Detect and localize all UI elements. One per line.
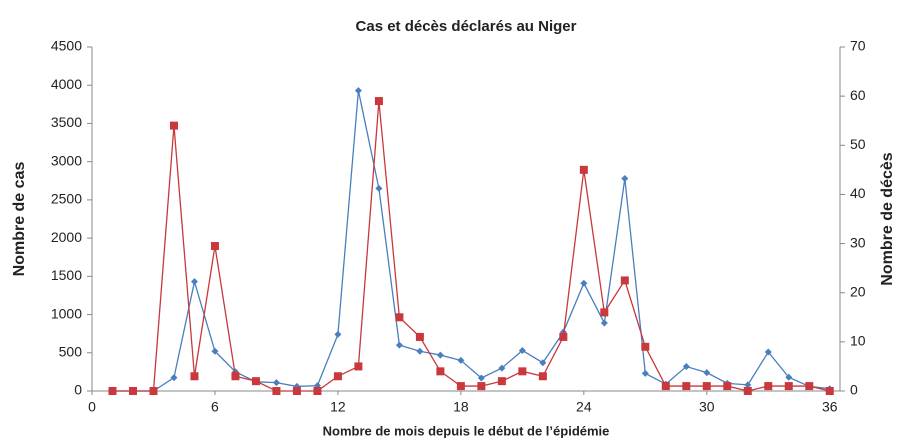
y2-tick-label: 60 bbox=[850, 87, 866, 103]
marker bbox=[457, 356, 465, 364]
marker bbox=[108, 387, 117, 395]
marker bbox=[231, 372, 240, 381]
marker bbox=[682, 363, 690, 371]
marker bbox=[682, 382, 691, 391]
x-tick-label: 12 bbox=[330, 399, 346, 415]
marker bbox=[744, 381, 752, 389]
marker bbox=[170, 374, 178, 382]
marker bbox=[190, 278, 198, 286]
marker bbox=[559, 332, 568, 341]
y-tick-label: 3500 bbox=[51, 114, 82, 130]
marker bbox=[149, 387, 158, 395]
y-axis-label: Nombre de cas bbox=[11, 162, 28, 277]
marker bbox=[600, 308, 609, 317]
y2-tick-label: 0 bbox=[850, 382, 858, 398]
marker bbox=[436, 351, 444, 359]
marker bbox=[539, 359, 547, 367]
marker bbox=[805, 382, 814, 391]
y2-axis-label: Nombre de décès bbox=[879, 152, 896, 285]
marker bbox=[723, 382, 732, 391]
y2-tick-label: 50 bbox=[850, 136, 866, 152]
series-line bbox=[112, 100, 830, 392]
marker bbox=[620, 276, 629, 285]
marker bbox=[272, 379, 280, 387]
x-axis-label: Nombre de mois depuis le début de l’épid… bbox=[323, 423, 610, 438]
marker bbox=[641, 342, 650, 351]
marker bbox=[538, 372, 547, 381]
marker bbox=[456, 382, 465, 391]
marker bbox=[764, 382, 773, 391]
chart-title: Cas et décès déclarés au Niger bbox=[356, 18, 577, 35]
marker bbox=[211, 347, 219, 355]
marker bbox=[764, 348, 772, 356]
marker bbox=[416, 347, 424, 355]
marker bbox=[600, 319, 608, 327]
y-tick-label: 2500 bbox=[51, 191, 82, 207]
y-tick-label: 1500 bbox=[51, 267, 82, 283]
marker bbox=[661, 382, 670, 391]
marker bbox=[272, 387, 281, 395]
x-tick-label: 30 bbox=[699, 399, 715, 415]
x-tick-label: 6 bbox=[211, 399, 219, 415]
y2-tick-label: 30 bbox=[850, 234, 866, 250]
marker bbox=[580, 279, 588, 287]
marker bbox=[784, 382, 793, 391]
marker bbox=[395, 313, 404, 322]
y2-tick-label: 70 bbox=[850, 38, 866, 54]
y-tick-label: 500 bbox=[59, 343, 83, 359]
marker bbox=[251, 377, 260, 386]
x-tick-label: 36 bbox=[822, 399, 838, 415]
marker bbox=[743, 387, 752, 395]
marker bbox=[313, 387, 322, 395]
x-tick-label: 24 bbox=[576, 399, 592, 415]
y-tick-label: 2000 bbox=[51, 229, 82, 245]
marker bbox=[395, 341, 403, 349]
y2-tick-label: 10 bbox=[850, 333, 866, 349]
marker bbox=[518, 367, 527, 376]
marker bbox=[292, 387, 301, 395]
marker bbox=[354, 362, 363, 371]
x-tick-label: 18 bbox=[453, 399, 469, 415]
marker bbox=[333, 372, 342, 381]
x-tick-label: 0 bbox=[88, 399, 96, 415]
marker bbox=[415, 332, 424, 341]
y-tick-label: 4500 bbox=[51, 38, 82, 54]
marker bbox=[169, 121, 178, 130]
marker bbox=[702, 382, 711, 391]
y2-tick-label: 20 bbox=[850, 283, 866, 299]
marker bbox=[703, 369, 711, 377]
marker bbox=[477, 374, 485, 382]
series-line bbox=[112, 90, 830, 392]
y2-tick-label: 40 bbox=[850, 185, 866, 201]
marker bbox=[785, 373, 793, 381]
marker bbox=[498, 364, 506, 372]
marker bbox=[436, 367, 445, 376]
y-tick-label: 1000 bbox=[51, 305, 82, 321]
marker bbox=[354, 87, 362, 95]
marker bbox=[375, 184, 383, 192]
y-tick-label: 0 bbox=[74, 382, 82, 398]
marker bbox=[128, 387, 137, 395]
marker bbox=[621, 174, 629, 182]
marker bbox=[518, 346, 526, 354]
marker bbox=[579, 165, 588, 174]
marker bbox=[190, 372, 199, 381]
y-tick-label: 4000 bbox=[51, 76, 82, 92]
marker bbox=[210, 242, 219, 251]
marker bbox=[641, 369, 649, 377]
marker bbox=[477, 382, 486, 391]
y-tick-label: 3000 bbox=[51, 152, 82, 168]
marker bbox=[334, 330, 342, 338]
marker bbox=[497, 377, 506, 386]
marker bbox=[374, 97, 383, 106]
marker bbox=[825, 387, 834, 395]
